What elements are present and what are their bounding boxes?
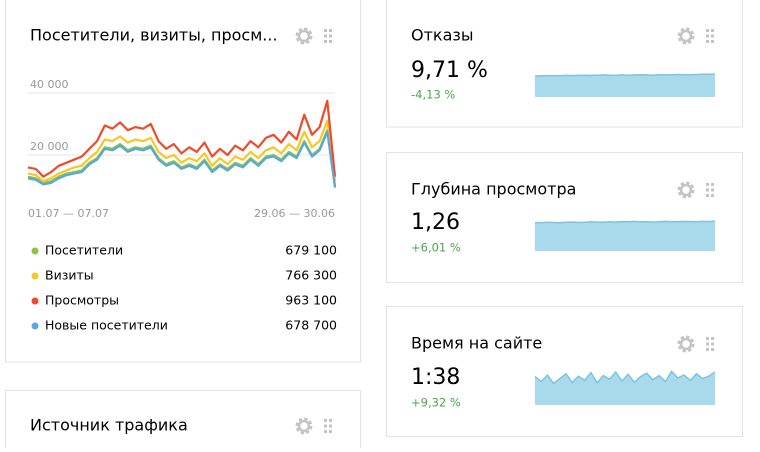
legend-total: 963 100 <box>285 293 337 308</box>
card <box>386 0 743 128</box>
legend-total: 679 100 <box>285 243 337 258</box>
widget-title: Источник трафика <box>30 416 188 435</box>
series-line <box>27 119 337 183</box>
y-tick-label: 20 000 <box>30 140 69 153</box>
legend-total: 766 300 <box>285 268 337 283</box>
legend-marker <box>31 297 39 305</box>
x-tick-label: 01.07 — 07.07 <box>28 207 109 220</box>
legend-marker <box>31 272 39 280</box>
card <box>386 152 743 283</box>
sparkline-area <box>535 371 715 405</box>
metric-value: 1:38 <box>411 365 460 390</box>
y-tick-label: 40 000 <box>30 78 69 91</box>
legend-label: Новые посетители <box>45 318 168 333</box>
metric-value: 9,71 % <box>411 58 488 83</box>
series-line <box>27 130 337 188</box>
widget-title: Отказы <box>411 26 474 45</box>
legend-marker <box>31 322 39 330</box>
widget-title: Время на сайте <box>411 334 542 353</box>
sparkline-area <box>535 74 715 97</box>
series-line <box>27 99 337 178</box>
x-tick-label: 29.06 — 30.06 <box>254 207 335 220</box>
card <box>5 0 361 363</box>
legend-total: 678 700 <box>285 318 337 333</box>
widget-title: Посетители, визиты, просм... <box>30 26 278 45</box>
metric-change: -4,13 % <box>411 88 455 102</box>
metric-change: +6,01 % <box>411 241 461 255</box>
sparkline-line <box>534 370 716 385</box>
legend-label: Посетители <box>45 243 123 258</box>
widget-title: Глубина просмотра <box>411 180 576 199</box>
card <box>386 306 743 437</box>
legend-marker <box>31 247 39 255</box>
sparkline-line <box>534 220 716 224</box>
sparkline-line <box>534 73 715 77</box>
legend-label: Просмотры <box>45 293 119 308</box>
sparkline-area <box>535 221 715 251</box>
metric-value: 1,26 <box>411 210 460 235</box>
metric-change: +9,32 % <box>411 396 461 410</box>
legend-label: Визиты <box>45 268 94 283</box>
